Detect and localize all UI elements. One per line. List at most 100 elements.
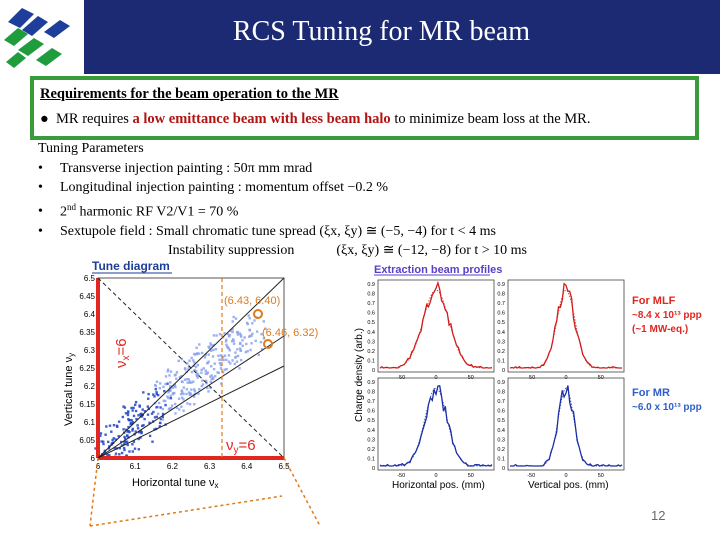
bullet-glyph: • — [38, 204, 43, 220]
scatter-point — [236, 354, 240, 358]
tuning-item-continuation: Instability suppression (ξx, ξy) ≅ (−12, … — [38, 241, 527, 261]
scatter-point — [220, 358, 224, 361]
scatter-point — [226, 345, 229, 348]
x-tick-label: 50 — [598, 473, 604, 479]
point1-label: (6.43, 6.40) — [224, 295, 280, 307]
scatter-point — [182, 409, 185, 412]
scatter-point — [122, 405, 125, 408]
scatter-point — [161, 418, 164, 421]
scatter-point — [193, 368, 196, 372]
scatter-point — [201, 383, 205, 386]
profiles-title: Extraction beam profiles — [374, 264, 502, 276]
scatter-point — [108, 445, 111, 448]
scatter-point — [143, 417, 146, 421]
scatter-point — [198, 388, 201, 391]
res-vx-eq: =6 — [113, 338, 130, 355]
mlf-label: For MLF — [632, 295, 676, 307]
y-tick-label: 6.15 — [79, 400, 95, 409]
zoom-line — [89, 495, 283, 527]
scatter-point — [182, 386, 185, 389]
scatter-point — [232, 315, 235, 319]
scatter-point — [152, 393, 155, 396]
scatter-point — [110, 430, 113, 433]
scatter-point — [251, 332, 254, 335]
scatter-point — [214, 348, 218, 351]
y-tick-label: 0 — [372, 368, 375, 374]
scatter-point — [136, 427, 140, 430]
scatter-point — [110, 442, 114, 445]
y-tick-label: 0.8 — [497, 292, 505, 298]
scatter-point — [187, 391, 191, 394]
scatter-point — [162, 399, 165, 402]
y-axis-label: Vertical tune νy — [63, 353, 76, 426]
scatter-point — [154, 388, 157, 391]
scatter-point — [107, 440, 110, 444]
scatter-point — [140, 431, 143, 435]
scatter-point — [226, 333, 230, 336]
scatter-point — [221, 355, 225, 359]
scatter-point — [114, 438, 117, 441]
scatter-point — [169, 389, 172, 392]
profiles-y-label: Charge density (arb.) — [354, 328, 365, 422]
y-tick-label: 6.05 — [79, 436, 95, 445]
scatter-point — [147, 392, 150, 396]
scatter-point — [183, 367, 187, 370]
y-tick-label: 0.4 — [367, 330, 375, 336]
y-tick-label: 0.6 — [367, 409, 375, 415]
scatter-point — [251, 322, 254, 325]
y-tick-label: 0.4 — [367, 428, 375, 434]
y-axis-label-text: Vertical tune ν — [63, 356, 75, 426]
profile-panel-mlf-horizontal — [377, 279, 495, 373]
res-vx-label: νx=6 — [113, 338, 132, 368]
scatter-point — [205, 372, 209, 375]
y-tick-label: 0.3 — [367, 339, 375, 345]
scatter-point — [190, 370, 194, 374]
y-tick-label: 0.1 — [497, 456, 505, 462]
scatter-point — [236, 348, 239, 351]
scatter-point — [99, 434, 102, 437]
scatter-point — [205, 382, 208, 385]
scatter-point — [210, 365, 213, 368]
scatter-point — [181, 396, 184, 399]
scatter-point — [177, 359, 180, 363]
scatter-point — [254, 339, 257, 343]
scatter-point — [212, 343, 215, 347]
tuning-item: • Longitudinal injection painting : momen… — [38, 178, 527, 198]
scatter-point — [112, 424, 116, 427]
profile-panel-mlf-vertical — [507, 279, 625, 373]
scatter-point — [220, 382, 223, 385]
logo-icon — [4, 8, 70, 68]
scatter-point — [146, 405, 149, 408]
y-axis-label-sub: y — [67, 353, 76, 357]
profile-panel-mr-vertical — [507, 377, 625, 471]
scatter-point — [118, 447, 121, 450]
x-tick-labels: 6 6.1 6.2 6.3 6.4 6.5 — [96, 462, 290, 471]
header-band — [84, 0, 720, 74]
scatter-point — [124, 437, 127, 440]
scatter-point — [126, 434, 129, 437]
scatter-point — [151, 440, 154, 443]
scatter-point — [247, 314, 250, 317]
scatter-point — [112, 437, 115, 440]
scatter-point — [209, 349, 213, 352]
scatter-point — [255, 330, 259, 333]
scatter-point — [224, 340, 228, 343]
scatter-point — [206, 362, 209, 365]
y-tick-label: 0.2 — [367, 447, 375, 453]
scatter-point — [129, 419, 132, 422]
scatter-point — [227, 335, 231, 338]
scatter-point — [198, 343, 201, 346]
scatter-point — [195, 374, 199, 378]
scatter-point — [210, 377, 213, 381]
scatter-point — [118, 453, 121, 456]
scatter-point — [186, 378, 189, 381]
scatter-point — [192, 359, 195, 362]
scatter-point — [178, 408, 181, 411]
scatter-point — [188, 393, 191, 396]
y-tick-label: 0.7 — [497, 301, 505, 307]
scatter-point — [123, 435, 126, 439]
scatter-point — [260, 333, 263, 336]
profile-panels: 0 0.1 0.2 0.3 0.4 0.5 0.6 0.7 0.8 0.9 -50 0 50 0 0.1 0.… — [367, 279, 625, 479]
scatter-point — [218, 358, 221, 361]
scatter-point — [193, 389, 197, 393]
